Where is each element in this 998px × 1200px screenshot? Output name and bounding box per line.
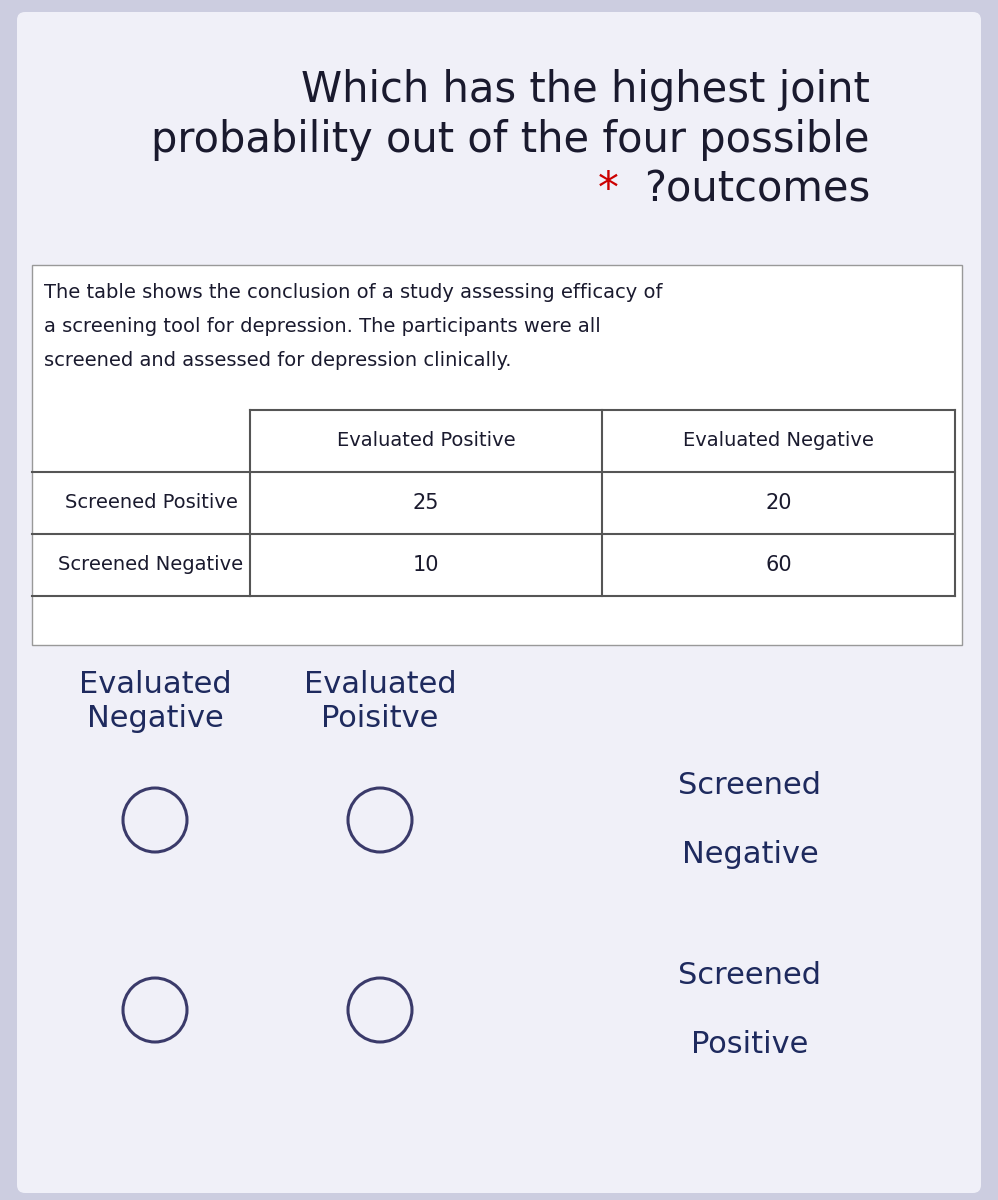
Text: *: * <box>598 169 632 211</box>
Text: a screening tool for depression. The participants were all: a screening tool for depression. The par… <box>44 317 601 336</box>
Text: ?outcomes: ?outcomes <box>644 169 870 211</box>
Text: Negative: Negative <box>682 840 818 869</box>
Text: Which has the highest joint: Which has the highest joint <box>301 68 870 110</box>
Text: 60: 60 <box>765 554 791 575</box>
Text: 25: 25 <box>413 493 439 514</box>
Text: The table shows the conclusion of a study assessing efficacy of: The table shows the conclusion of a stud… <box>44 283 663 302</box>
Text: 20: 20 <box>765 493 791 514</box>
Text: Evaluated: Evaluated <box>303 670 456 698</box>
Text: Evaluated Positive: Evaluated Positive <box>336 432 515 450</box>
Text: Evaluated Negative: Evaluated Negative <box>683 432 874 450</box>
Text: 10: 10 <box>413 554 439 575</box>
Text: Screened Positive: Screened Positive <box>65 493 238 512</box>
Text: Screened Negative: Screened Negative <box>59 556 244 575</box>
Text: Screened: Screened <box>679 961 821 990</box>
Text: screened and assessed for depression clinically.: screened and assessed for depression cli… <box>44 350 512 370</box>
Text: Screened: Screened <box>679 770 821 800</box>
FancyBboxPatch shape <box>32 265 962 646</box>
FancyBboxPatch shape <box>17 12 981 1193</box>
Text: Negative: Negative <box>87 704 224 733</box>
Text: Positive: Positive <box>692 1030 808 1058</box>
Text: Evaluated: Evaluated <box>79 670 232 698</box>
Text: Poisitve: Poisitve <box>321 704 439 733</box>
Text: probability out of the four possible: probability out of the four possible <box>152 119 870 161</box>
